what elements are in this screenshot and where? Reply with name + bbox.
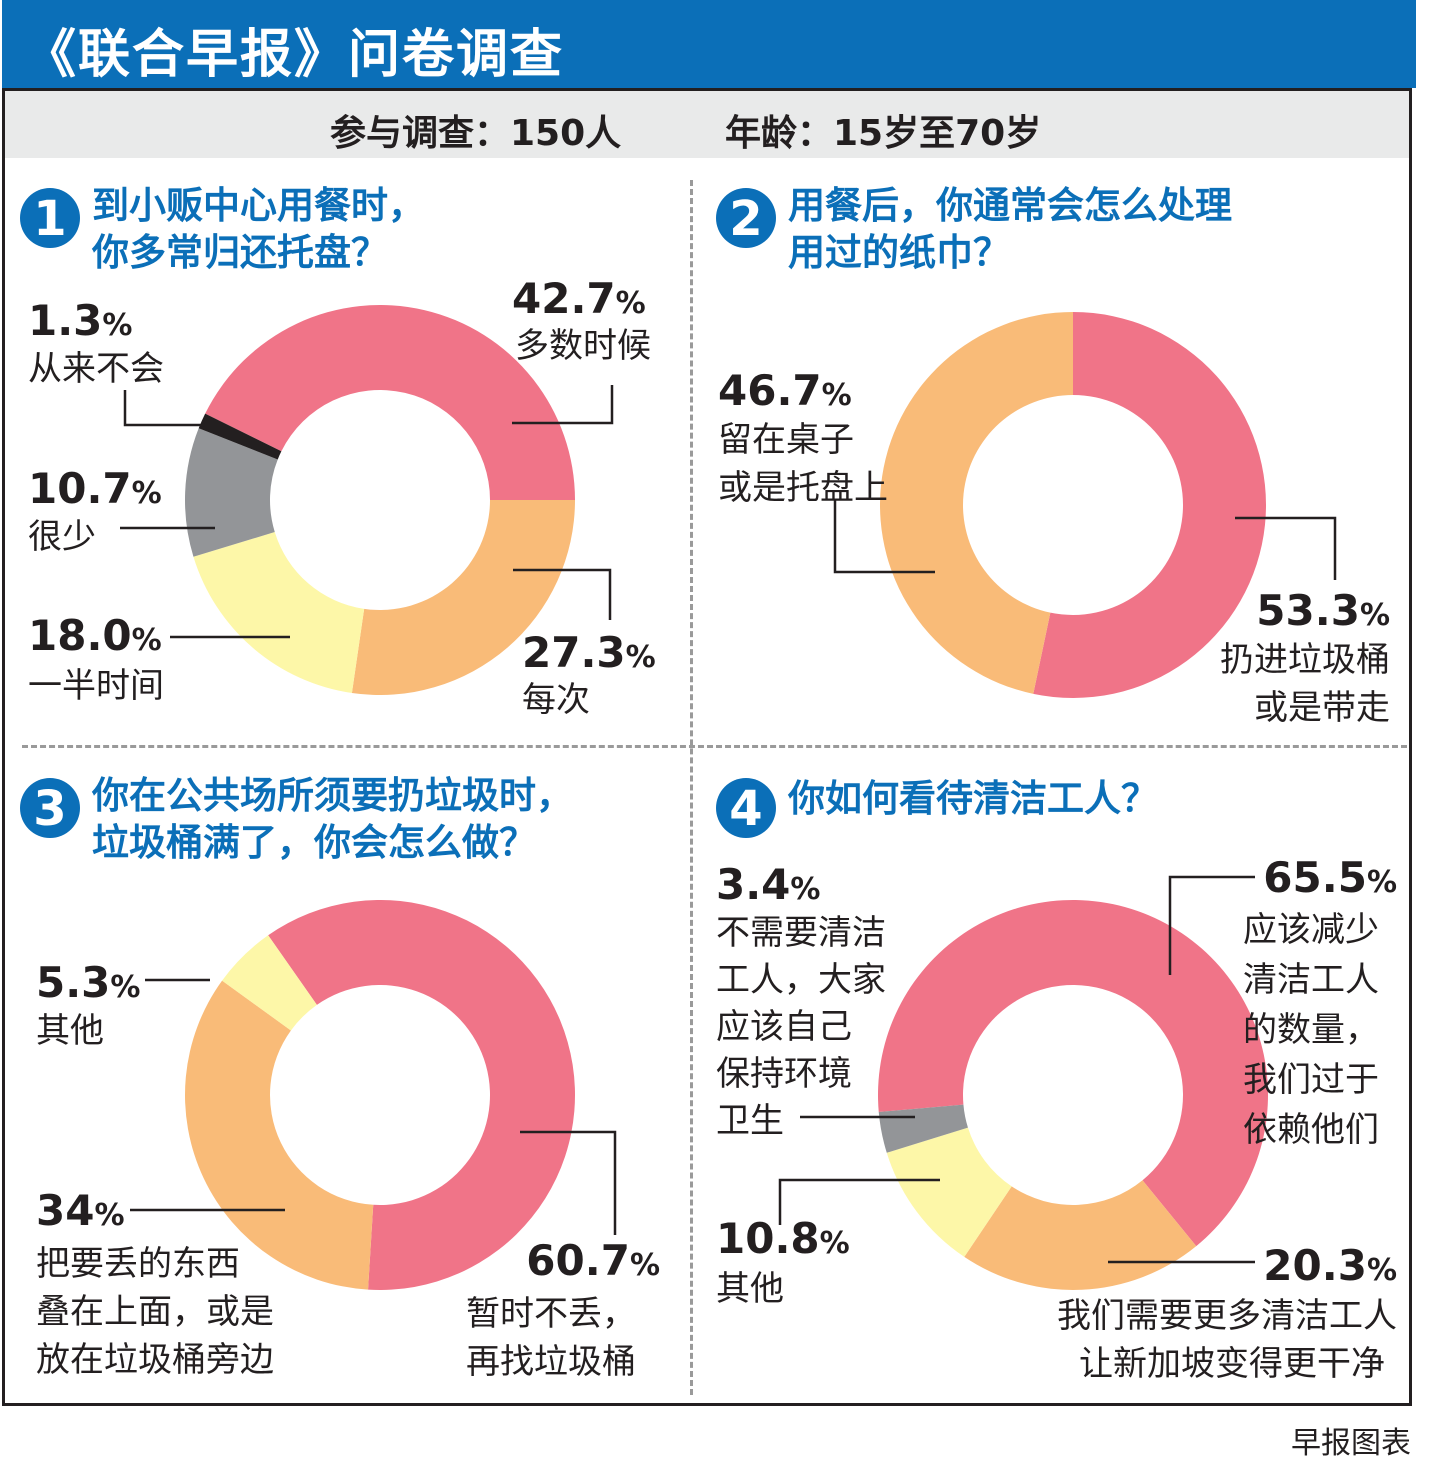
- leader-line: [1235, 516, 1337, 580]
- question-number-2: 2: [716, 188, 776, 248]
- leader-line: [833, 500, 935, 574]
- leader-line: [778, 1178, 940, 1225]
- leader-line: [512, 385, 614, 425]
- participants-count: 参与调查：150人: [330, 113, 622, 154]
- data-label: 留在桌子 或是托盘上: [718, 420, 888, 508]
- data-label-pct: 1.3%: [28, 296, 133, 345]
- question-number-4: 4: [716, 778, 776, 838]
- data-label-pct: 18.0%: [28, 611, 162, 660]
- source-credit: 早报图表: [1291, 1426, 1411, 1461]
- data-label: 从来不会: [28, 349, 164, 389]
- data-label: 扔进垃圾桶 或是带走: [1220, 640, 1390, 728]
- data-label: 不需要清洁 工人，大家 应该自己 保持环境 卫生: [716, 913, 886, 1141]
- data-label: 其他: [36, 1011, 104, 1051]
- data-label-pct: 27.3%: [522, 628, 656, 677]
- donut-1-slice-2: [351, 500, 575, 696]
- data-label: 把要丢的东西 叠在上面，或是 放在垃圾桶旁边: [36, 1244, 274, 1380]
- data-label-pct: 53.3%: [1256, 586, 1390, 635]
- data-label: 一半时间: [28, 666, 164, 706]
- data-label-pct: 65.5%: [1263, 853, 1397, 902]
- leader-line: [520, 1130, 617, 1235]
- data-label: 多数时候: [515, 326, 651, 366]
- question-number-1: 1: [20, 188, 80, 248]
- header-bar: [2, 0, 1416, 88]
- question-3-title: 你在公共场所须要扔垃圾时， 垃圾桶满了，你会怎么做？: [92, 774, 573, 864]
- question-1-title: 到小贩中心用餐时， 你多常归还托盘？: [92, 184, 425, 274]
- donut-1-slice-4: [184, 428, 278, 557]
- leader-line: [1168, 875, 1255, 975]
- data-label: 其他: [716, 1269, 784, 1309]
- data-label: 每次: [522, 680, 590, 720]
- data-label: 暂时不丢， 再找垃圾桶: [466, 1294, 636, 1382]
- leader-line: [123, 390, 205, 427]
- data-label-pct: 3.4%: [716, 860, 821, 909]
- chart-frame: [2, 88, 1412, 1406]
- donut-3-slice-2: [184, 980, 374, 1290]
- question-2-title: 用餐后，你通常会怎么处理 用过的纸巾？: [788, 184, 1232, 274]
- donut-1-slice-3: [193, 532, 365, 693]
- data-label-pct: 5.3%: [36, 958, 141, 1007]
- data-label-pct: 10.7%: [28, 464, 162, 513]
- data-label: 很少: [28, 517, 96, 557]
- data-label-pct: 20.3%: [1263, 1241, 1397, 1290]
- question-number-3: 3: [20, 778, 80, 838]
- data-label: 我们需要更多清洁工人 让新加坡变得更干净: [1057, 1296, 1397, 1384]
- data-label-pct: 10.8%: [716, 1214, 850, 1263]
- donut-2-slice-1: [1033, 312, 1267, 699]
- survey-info-band: [5, 91, 1409, 158]
- donut-4-slice-1: [878, 899, 1268, 1247]
- data-label-pct: 34%: [36, 1186, 125, 1235]
- divider-vertical: [690, 180, 693, 1395]
- data-label-pct: 42.7%: [512, 274, 646, 323]
- divider-horizontal: [22, 745, 1407, 748]
- leader-line: [513, 568, 612, 620]
- donut-1-slice-1: [205, 304, 575, 500]
- donut-4-slice-3: [886, 1127, 1012, 1257]
- donut-2-slice-2: [880, 312, 1073, 694]
- donut-3-slice-3: [222, 935, 317, 1031]
- page-title: 《联合早报》问卷调查: [24, 25, 565, 85]
- data-label-pct: 46.7%: [718, 366, 852, 415]
- age-range: 年龄：15岁至70岁: [725, 113, 1042, 154]
- donut-3-slice-1: [268, 900, 575, 1290]
- question-4-title: 你如何看待清洁工人？: [788, 777, 1158, 820]
- data-label: 应该减少 清洁工人 的数量， 我们过于 依赖他们: [1243, 910, 1379, 1150]
- data-label-pct: 60.7%: [526, 1236, 660, 1285]
- donut-1-slice-5: [198, 413, 282, 460]
